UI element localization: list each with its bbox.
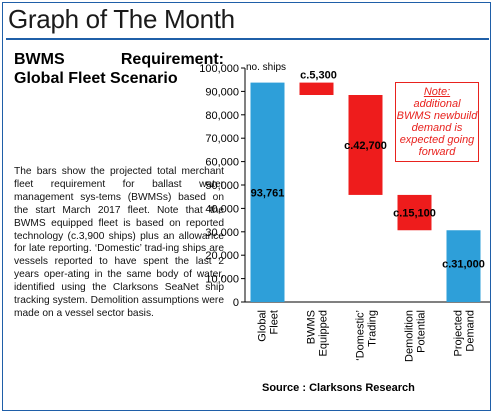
y-tick-label: 0	[233, 297, 239, 309]
note-box: Note: additional BWMS newbuild demand is…	[395, 82, 479, 162]
x-category-label-line: Demand	[465, 310, 477, 352]
bar-4	[446, 230, 481, 302]
y-tick-label: 10,000	[205, 274, 239, 286]
y-tick-label: 80,000	[205, 110, 239, 122]
y-tick-label: 50,000	[205, 180, 239, 192]
y-axis-label: no. ships	[246, 62, 286, 73]
x-category-label-line: Global	[257, 310, 269, 342]
y-tick-label: 90,000	[205, 86, 239, 98]
x-category-label: Global Fleet	[257, 310, 281, 342]
x-category-label-line: Projected	[453, 310, 465, 356]
x-category-label-line: Trading	[367, 310, 379, 347]
bar-value-label: 93,761	[251, 187, 285, 199]
x-category-label: ‘Domestic’ Trading	[355, 310, 379, 361]
page-frame	[2, 2, 491, 411]
y-tick-label: 30,000	[205, 227, 239, 239]
masthead-title: Graph of The Month	[8, 4, 235, 34]
x-category-label-line: ‘Domestic’	[355, 310, 367, 361]
bar-value-label: c.15,100	[393, 208, 436, 220]
bar-value-label: c.42,700	[344, 140, 387, 152]
x-category-label-line: Demolition	[404, 310, 416, 362]
masthead-rule	[6, 38, 489, 40]
article-body: The bars show the projected total mercha…	[14, 166, 224, 319]
x-category-label: Demolition Potential	[404, 310, 428, 362]
bar-2	[348, 95, 383, 195]
bar-3	[397, 194, 432, 231]
source-caption: Source : Clarksons Research	[262, 382, 415, 394]
bar-value-label: c.31,000	[442, 259, 485, 271]
x-category-label-line: Potential	[416, 310, 428, 353]
x-category-label-line: Equipped	[318, 310, 330, 357]
x-category-label-line: Fleet	[269, 310, 281, 334]
note-title: Note:	[423, 86, 451, 98]
y-tick-label: 70,000	[205, 133, 239, 145]
article-heading: BWMS Requirement: Global Fleet Scenario	[14, 51, 224, 87]
x-category-label: Projected Demand	[453, 310, 477, 356]
note-text: additional BWMS newbuild demand is expec…	[396, 98, 478, 158]
bar-0	[250, 82, 285, 302]
y-tick-label: 60,000	[205, 157, 239, 169]
bar-value-label: c.5,300	[300, 70, 337, 82]
x-category-label: BWMS Equipped	[306, 310, 330, 357]
x-category-label-line: BWMS	[306, 310, 318, 344]
y-tick-label: 20,000	[205, 250, 239, 262]
bar-1	[299, 82, 334, 96]
y-tick-label: 100,000	[199, 63, 239, 75]
y-tick-label: 40,000	[205, 203, 239, 215]
